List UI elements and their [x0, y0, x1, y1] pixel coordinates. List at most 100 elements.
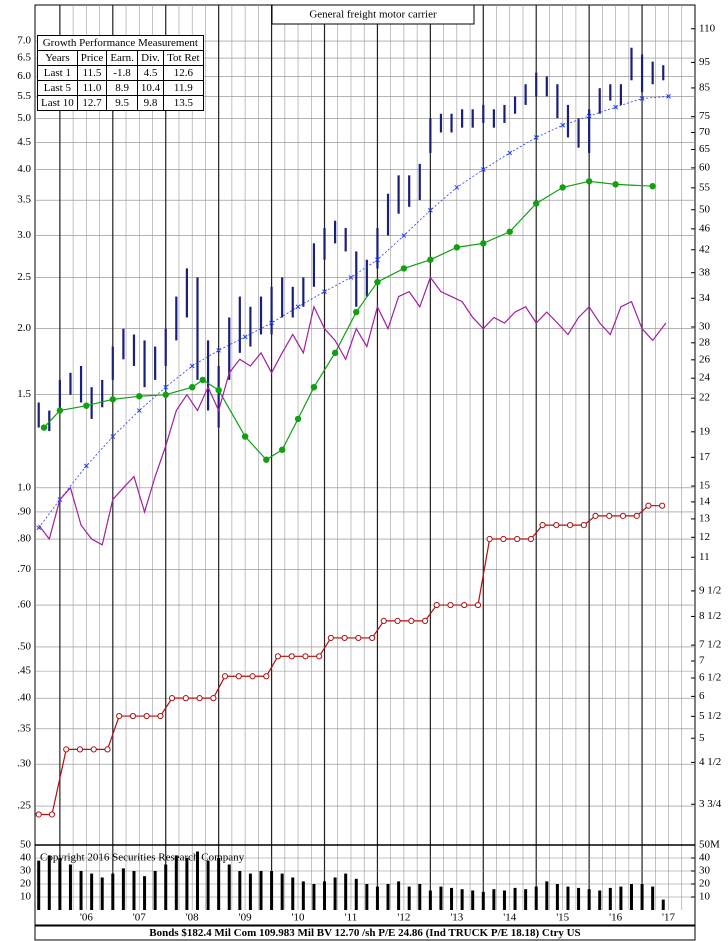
- y-tick-label: .40: [17, 692, 31, 704]
- point: [355, 634, 362, 642]
- volume-y2-tick-label: 40: [699, 852, 711, 864]
- volume-y2-tick-label: 30: [699, 865, 711, 877]
- point: [353, 308, 360, 316]
- volume-bar: [100, 877, 104, 910]
- point: [380, 617, 387, 625]
- point: [408, 617, 415, 625]
- volume-bar: [291, 877, 295, 910]
- table-cell: 10.4: [136, 80, 165, 96]
- volume-bar: [333, 877, 337, 910]
- volume-bar: [566, 886, 570, 910]
- point: [645, 502, 652, 509]
- x-tick-label: '11: [345, 912, 358, 924]
- volume-bar: [164, 864, 168, 910]
- x-tick-label: '10: [292, 912, 305, 924]
- y2-tick-label: 42: [699, 243, 710, 255]
- x-tick-label: '17: [662, 912, 675, 924]
- volume-bar: [121, 868, 125, 910]
- point: [83, 463, 89, 469]
- volume-bar: [90, 873, 94, 910]
- volume-bar: [418, 884, 422, 910]
- volume-bar: [428, 890, 432, 910]
- table-cell: 9.5: [106, 95, 138, 111]
- volume-bar: [79, 871, 83, 910]
- y2-tick-label: 38: [699, 266, 711, 278]
- volume-bar: [248, 873, 252, 910]
- point: [136, 408, 142, 413]
- y2-tick-label: 34: [699, 292, 711, 304]
- y2-tick-label: 15: [699, 480, 711, 492]
- volume-bar: [217, 858, 221, 910]
- point: [433, 601, 440, 609]
- y2-tick-label: 5: [699, 732, 705, 744]
- point: [480, 240, 487, 247]
- point: [157, 712, 164, 720]
- volume-bar: [58, 858, 62, 910]
- point: [83, 402, 90, 409]
- y2-tick-label: 50: [699, 203, 711, 215]
- point: [162, 391, 169, 398]
- volume-bar: [270, 871, 274, 910]
- volume-y2-tick-label: 50M: [699, 839, 720, 851]
- volume-bar: [524, 889, 528, 910]
- volume-bar: [153, 871, 157, 910]
- y-tick-label: .50: [17, 640, 31, 652]
- y-tick-label: 2.0: [17, 322, 31, 334]
- point: [104, 746, 111, 753]
- y2-tick-label: 11: [699, 551, 710, 563]
- point: [421, 617, 429, 625]
- point: [199, 376, 206, 384]
- grid: [35, 5, 695, 910]
- point: [241, 433, 249, 440]
- point: [48, 811, 56, 818]
- volume-tick-label: 20: [20, 878, 32, 890]
- table-cell: 12.7: [76, 95, 108, 111]
- point: [196, 695, 203, 702]
- point: [666, 94, 671, 99]
- series-line: [38, 505, 663, 816]
- volume-bar: [227, 864, 231, 910]
- table-row: Years Price Earn. Div. Tot Ret: [37, 50, 204, 66]
- y2-tick-label: 95: [699, 56, 711, 68]
- y-tick-label: 7.0: [17, 35, 31, 47]
- point: [527, 535, 535, 543]
- point: [559, 184, 566, 191]
- y2-tick-label: 7: [699, 655, 705, 667]
- volume-bar: [397, 881, 401, 910]
- x-tick-label: '06: [80, 912, 93, 924]
- point: [447, 601, 454, 609]
- table-row: Last 5 11.0 8.9 10.4 11.9: [37, 80, 204, 96]
- y-tick-label: .30: [17, 758, 31, 770]
- point: [322, 289, 327, 294]
- point: [274, 653, 282, 660]
- volume-bar: [640, 884, 644, 910]
- y-tick-label: 4.5: [17, 136, 31, 148]
- volume-bar: [195, 851, 199, 910]
- point: [375, 257, 380, 263]
- y2-tick-label: 75: [699, 110, 711, 122]
- volume-tick-label: 50: [20, 839, 32, 851]
- volume-bar: [619, 886, 623, 910]
- copyright: Copyright 2016 Securities Research Compa…: [40, 852, 245, 864]
- table-cell: Growth Performance Measurement: [37, 35, 204, 51]
- y-tick-label: 6.5: [17, 52, 31, 64]
- point: [189, 363, 195, 369]
- y2-tick-label: 85: [699, 81, 711, 93]
- volume-bar: [206, 860, 210, 910]
- volume-bar: [37, 860, 41, 910]
- table-row: Growth Performance Measurement: [37, 35, 204, 51]
- point: [560, 122, 566, 128]
- table-cell: Last 1: [37, 65, 78, 81]
- point: [592, 512, 599, 519]
- volume-bar: [450, 887, 454, 910]
- point: [278, 446, 286, 453]
- point: [110, 434, 116, 439]
- footer: Bonds $182.4 Mil Com 109.983 Mil BV 12.7…: [149, 927, 580, 939]
- y2-tick-label: 8 1/2: [699, 610, 721, 622]
- volume-bar: [365, 884, 369, 910]
- y2-tick-label: 55: [699, 181, 711, 193]
- y2-tick-label: 24: [699, 372, 711, 384]
- point: [310, 383, 318, 391]
- point: [533, 135, 539, 140]
